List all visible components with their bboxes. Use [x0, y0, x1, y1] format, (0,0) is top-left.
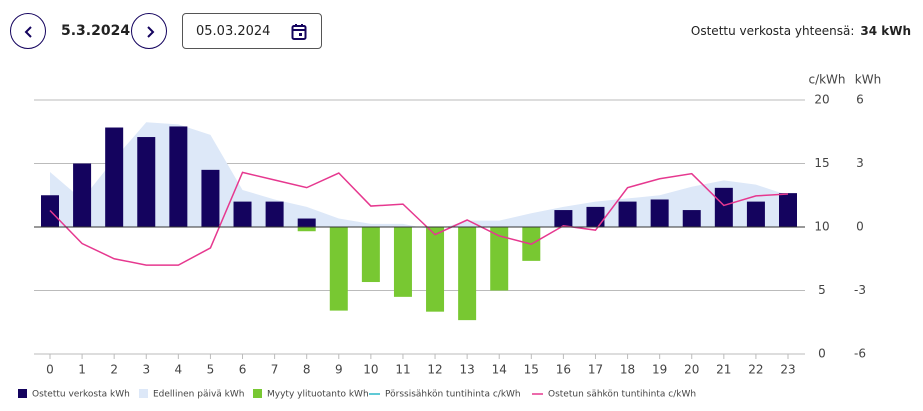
next-button[interactable] — [131, 13, 167, 49]
total-value: 34 kWh — [860, 24, 911, 38]
y-tick-label: 15 — [814, 156, 829, 170]
legend-label: Ostettu verkosta kWh — [32, 390, 130, 400]
y-tick-label: 20 — [814, 93, 829, 107]
y-tick-label: 0 — [818, 347, 826, 361]
bar — [586, 206, 605, 227]
legend-swatch — [139, 389, 148, 398]
x-tick-label: 19 — [652, 363, 667, 377]
bar — [618, 201, 637, 227]
y-tick-label: 5 — [818, 283, 826, 297]
y2-axis-label: kWh — [855, 73, 881, 87]
y-axis-label: c/kWh — [808, 73, 845, 87]
bar — [201, 169, 220, 227]
bar — [714, 187, 733, 227]
bar — [746, 201, 765, 227]
x-tick-label: 1 — [78, 363, 86, 377]
prev-button[interactable] — [10, 13, 46, 49]
date: 5.3.2024 — [61, 23, 131, 39]
legend-label: Edellinen päivä kWh — [153, 390, 245, 400]
x-tick-label: 3 — [142, 363, 150, 377]
x-tick-label: 20 — [684, 363, 699, 377]
line — [49, 171, 789, 266]
bar — [426, 227, 445, 312]
bar — [265, 201, 284, 227]
total-label: Ostettu verkosta yhteensä: — [690, 24, 855, 38]
bar — [490, 227, 509, 291]
x-tick-label: 5 — [207, 363, 215, 377]
bar — [169, 126, 188, 227]
bar — [393, 227, 412, 297]
legend-label: Ostetun sähkön tuntihinta c/kWh — [548, 390, 696, 400]
x-tick-label: 10 — [363, 363, 378, 377]
total: Ostettu verkosta yhteensä: 34 kWh — [691, 24, 911, 38]
date-input[interactable]: 05.03.2024 — [182, 13, 322, 49]
y-tick-label: 10 — [814, 220, 829, 234]
x-tick-label: 15 — [524, 363, 539, 377]
x-tick-label: 16 — [556, 363, 571, 377]
y2-tick-label: -3 — [854, 283, 866, 297]
bar — [297, 218, 316, 227]
x-tick-label: 4 — [175, 363, 183, 377]
x-tick-label: 0 — [46, 363, 54, 377]
x-tick-label: 14 — [492, 363, 507, 377]
bar — [458, 227, 477, 321]
y2-tick-label: 0 — [856, 220, 864, 234]
bar — [137, 137, 156, 227]
bar — [650, 199, 669, 227]
bar — [233, 201, 252, 227]
x-tick-label: 22 — [748, 363, 763, 377]
x-tick-label: 6 — [239, 363, 247, 377]
y2-tick-label: 6 — [856, 93, 864, 107]
bar — [329, 227, 348, 311]
bar — [682, 210, 701, 227]
y2-tick-label: -6 — [854, 347, 866, 361]
legend-swatch — [253, 389, 262, 398]
bar — [297, 227, 316, 232]
x-tick-label: 23 — [780, 363, 795, 377]
x-tick-label: 17 — [588, 363, 603, 377]
legend-swatch — [18, 389, 27, 398]
x-tick-label: 8 — [303, 363, 311, 377]
header: 5.3.2024 05.03.2024 Ostettu verkosta yht… — [0, 0, 923, 60]
x-tick-label: 2 — [110, 363, 118, 377]
bar — [779, 193, 797, 227]
x-tick-label: 13 — [459, 363, 474, 377]
bar — [73, 163, 92, 227]
date-input-text: 05.03.2024 — [196, 24, 271, 39]
y2-tick-label: 3 — [856, 156, 864, 170]
bar — [105, 127, 124, 227]
x-tick-label: 18 — [620, 363, 635, 377]
x-tick-label: 21 — [716, 363, 731, 377]
x-tick-label: 11 — [395, 363, 410, 377]
legend-label: Pörssisähkön tuntihinta c/kWh — [385, 390, 521, 400]
bar — [554, 210, 573, 227]
x-tick-label: 7 — [271, 363, 279, 377]
x-tick-label: 12 — [427, 363, 442, 377]
bar — [361, 227, 380, 283]
legend-label: Myyty ylituotanto kWh — [267, 390, 369, 400]
x-tick-label: 9 — [335, 363, 343, 377]
